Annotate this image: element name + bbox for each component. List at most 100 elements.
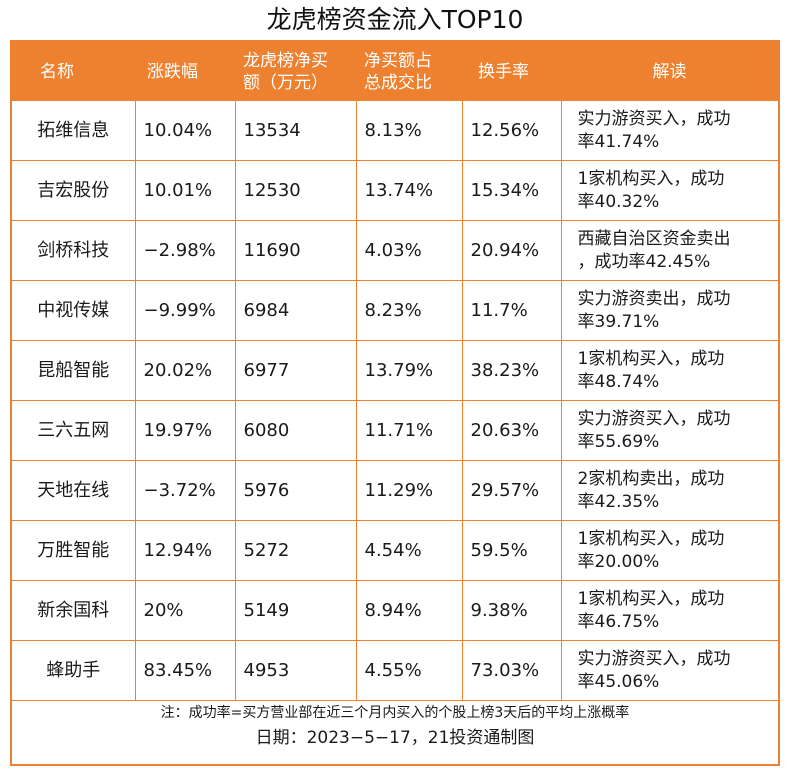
note-line: ，成功率42.45% — [577, 251, 711, 272]
header-line: 名称 — [40, 61, 74, 82]
stock-name-cell: 万胜智能 — [12, 520, 136, 581]
header-line: 解读 — [652, 61, 687, 82]
table-frame: 名称 涨跌幅 龙虎榜净买 额（万元） 净买额占 总成交比 换手率 解读 — [10, 40, 780, 766]
table-body: 拓维信息 10.04% 13534 8.13% 12.56% 实力游资买入，成功 率41.7… — [12, 101, 778, 701]
turnover-cell: 20.63% — [461, 400, 562, 461]
ranking-table: 名称 涨跌幅 龙虎榜净买 额（万元） 净买额占 总成交比 换手率 解读 — [12, 42, 778, 701]
header-line: 净买额占 — [364, 50, 432, 71]
table-row: 拓维信息 10.04% 13534 8.13% 12.56% 实力游资买入，成功 率41.7… — [12, 101, 778, 161]
turnover-cell: 15.34% — [461, 160, 562, 221]
stock-name-cell: 昆船智能 — [12, 340, 136, 401]
net-buy-cell: 13534 — [234, 101, 357, 161]
note-line: 率55.69% — [577, 431, 660, 452]
date-credit: 日期：2023−5−17，21投资通制图 — [255, 728, 535, 748]
table-row: 蜂助手 83.45% 4953 4.55% 73.03% 实力游资买入，成功 率45.06% — [12, 640, 778, 701]
footnote: 注：成功率=买方营业部在近三个月内买入的个股上榜3天后的平均上涨概率 — [160, 705, 630, 721]
header-line: 总成交比 — [364, 72, 432, 93]
note-cell: 1家机构买入，成功 率46.75% — [560, 580, 778, 641]
note-line: 1家机构买入，成功 — [577, 348, 725, 369]
header-line: 换手率 — [478, 61, 529, 82]
header-line: 涨跌幅 — [147, 61, 198, 82]
note-line: 率40.32% — [577, 191, 660, 212]
turnover-cell: 38.23% — [461, 340, 562, 401]
change-cell: −3.72% — [134, 460, 236, 521]
net-buy-cell: 6984 — [234, 280, 357, 341]
change-cell: 10.04% — [134, 101, 236, 161]
net-buy-cell: 5272 — [234, 520, 357, 581]
stock-name-cell: 拓维信息 — [12, 101, 136, 161]
ratio-cell: 8.13% — [355, 101, 463, 161]
change-cell: 19.97% — [134, 400, 236, 461]
note-line: 西藏自治区资金卖出 — [577, 228, 731, 249]
header-turnover: 换手率 — [462, 42, 561, 101]
turnover-cell: 20.94% — [461, 220, 562, 281]
header-line: 额（万元） — [243, 72, 328, 93]
note-cell: 1家机构买入，成功 率40.32% — [560, 160, 778, 221]
note-cell: 1家机构买入，成功 率20.00% — [560, 520, 778, 581]
table-row: 万胜智能 12.94% 5272 4.54% 59.5% 1家机构买入，成功 率20.00% — [12, 520, 778, 581]
turnover-cell: 73.03% — [461, 640, 562, 701]
note-line: 实力游资买入，成功 — [577, 408, 731, 429]
stock-name-cell: 蜂助手 — [12, 640, 136, 701]
ratio-cell: 11.29% — [355, 460, 463, 521]
note-line: 实力游资买入，成功 — [577, 108, 731, 129]
table-row: 新余国科 20% 5149 8.94% 9.38% 1家机构买入，成功 率46.75% — [12, 580, 778, 641]
note-line: 率39.71% — [577, 311, 660, 332]
note-line: 实力游资买入，成功 — [577, 648, 731, 669]
table-row: 三六五网 19.97% 6080 11.71% 20.63% 实力游资买入，成功 率55.6… — [12, 400, 778, 461]
note-cell: 实力游资买入，成功 率45.06% — [560, 640, 778, 701]
net-buy-cell: 12530 — [234, 160, 357, 221]
ratio-cell: 11.71% — [355, 400, 463, 461]
change-cell: 12.94% — [134, 520, 236, 581]
table-row: 天地在线 −3.72% 5976 11.29% 29.57% 2家机构卖出，成功 率42.3… — [12, 460, 778, 521]
note-line: 率46.75% — [577, 611, 660, 632]
note-cell: 2家机构卖出，成功 率42.35% — [560, 460, 778, 521]
note-line: 2家机构卖出，成功 — [577, 468, 725, 489]
turnover-cell: 29.57% — [461, 460, 562, 521]
table-row: 中视传媒 −9.99% 6984 8.23% 11.7% 实力游资卖出，成功 率39.71% — [12, 280, 778, 341]
note-cell: 实力游资卖出，成功 率39.71% — [560, 280, 778, 341]
ratio-cell: 8.94% — [355, 580, 463, 641]
stock-name-cell: 天地在线 — [12, 460, 136, 521]
page-title: 龙虎榜资金流入TOP10 — [266, 5, 524, 34]
net-buy-cell: 6080 — [234, 400, 357, 461]
table-row: 剑桥科技 −2.98% 11690 4.03% 20.94% 西藏自治区资金卖出 ，成功率4… — [12, 220, 778, 281]
change-cell: −2.98% — [134, 220, 236, 281]
change-cell: 20% — [134, 580, 236, 641]
note-line: 率42.35% — [577, 491, 660, 512]
header-ratio: 净买额占 总成交比 — [356, 42, 462, 101]
change-cell: 10.01% — [134, 160, 236, 221]
table-row: 昆船智能 20.02% 6977 13.79% 38.23% 1家机构买入，成功 率48.7… — [12, 340, 778, 401]
header-net-buy: 龙虎榜净买 额（万元） — [235, 42, 356, 101]
header-row: 名称 涨跌幅 龙虎榜净买 额（万元） 净买额占 总成交比 换手率 解读 — [12, 42, 778, 101]
note-line: 实力游资卖出，成功 — [577, 288, 731, 309]
note-line: 1家机构买入，成功 — [577, 528, 725, 549]
net-buy-cell: 4953 — [234, 640, 357, 701]
note-cell: 实力游资买入，成功 率55.69% — [560, 400, 778, 461]
note-cell: 1家机构买入，成功 率48.74% — [560, 340, 778, 401]
stock-name-cell: 新余国科 — [12, 580, 136, 641]
note-line: 率41.74% — [577, 131, 660, 152]
turnover-cell: 11.7% — [461, 280, 562, 341]
change-cell: −9.99% — [134, 280, 236, 341]
note-cell: 实力游资买入，成功 率41.74% — [560, 101, 778, 161]
stock-name-cell: 三六五网 — [12, 400, 136, 461]
net-buy-cell: 6977 — [234, 340, 357, 401]
turnover-cell: 9.38% — [461, 580, 562, 641]
header-line: 龙虎榜净买 — [243, 50, 328, 71]
ratio-cell: 13.79% — [355, 340, 463, 401]
note-line: 1家机构买入，成功 — [577, 588, 725, 609]
net-buy-cell: 5976 — [234, 460, 357, 521]
note-line: 1家机构买入，成功 — [577, 168, 725, 189]
ratio-cell: 4.03% — [355, 220, 463, 281]
note-cell: 西藏自治区资金卖出 ，成功率42.45% — [560, 220, 778, 281]
stock-name-cell: 吉宏股份 — [12, 160, 136, 221]
note-line: 率45.06% — [577, 671, 660, 692]
note-line: 率48.74% — [577, 371, 660, 392]
stock-name-cell: 中视传媒 — [12, 280, 136, 341]
net-buy-cell: 11690 — [234, 220, 357, 281]
ratio-cell: 13.74% — [355, 160, 463, 221]
change-cell: 83.45% — [134, 640, 236, 701]
table-row: 吉宏股份 10.01% 12530 13.74% 15.34% 1家机构买入，成功 率40.… — [12, 160, 778, 221]
turnover-cell: 12.56% — [461, 101, 562, 161]
